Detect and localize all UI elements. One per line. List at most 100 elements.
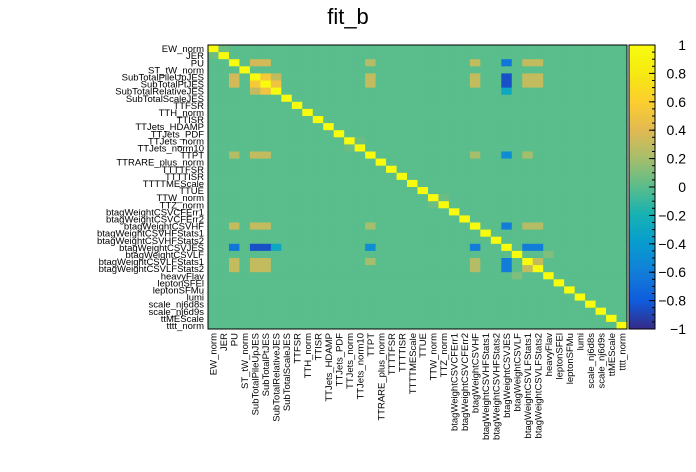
heatmap-cell [427,208,439,216]
heatmap-cell [396,179,408,188]
y-tick-label: ST_tW_norm [148,65,204,76]
heatmap-cell [585,201,596,209]
x-tick-label: btagWeightCSVHFStats1 [481,333,492,440]
heatmap-cell [532,250,544,259]
heatmap-cell [564,272,576,280]
heatmap-cell [469,307,481,316]
heatmap-cell [616,130,628,138]
heatmap-cell [532,258,544,266]
heatmap-cell [365,201,377,209]
heatmap-cell [490,293,502,301]
heatmap-cell [281,94,293,103]
x-tick-label: TTJets_norm [345,333,356,389]
heatmap-cell [386,258,397,266]
heatmap-cell [606,222,617,230]
heatmap-cell [448,258,460,266]
heatmap-cell [448,108,460,117]
heatmap-cell [396,286,408,294]
heatmap-cell [260,229,272,238]
heatmap-cell [511,66,523,74]
heatmap-cell [543,151,555,159]
heatmap-cell [249,45,261,53]
colorbar-tick-label: 0.6 [667,94,687,110]
heatmap-cell [333,66,345,74]
heatmap-cell [333,229,345,238]
heatmap-cell [365,123,377,131]
heatmap-cell [616,286,628,294]
heatmap-cell [438,293,450,301]
heatmap-cell [354,272,366,280]
heatmap-cell [218,45,230,53]
heatmap-cell [239,279,251,287]
x-tick-label: leptonSFMu [565,333,576,384]
heatmap-cell [490,236,502,245]
heatmap-cell [553,144,565,152]
heatmap-cell [417,172,429,181]
heatmap-cell [270,321,282,330]
heatmap-cell [270,66,282,74]
colorbar-swatch [629,155,655,159]
heatmap-cell [333,243,345,252]
heatmap-cell [532,187,544,195]
heatmap-cell [606,286,617,294]
heatmap-cell [480,300,492,309]
heatmap-cell [312,307,324,316]
heatmap-cell [595,208,607,216]
heatmap-cell [574,194,586,202]
heatmap-cell [208,87,219,96]
heatmap-cell [354,243,366,252]
heatmap-cell [585,272,596,280]
heatmap-cell [270,293,282,301]
heatmap-cell [543,201,555,209]
heatmap-cell [239,293,251,301]
heatmap-cell [270,130,282,138]
heatmap-cell [323,265,335,273]
heatmap-cell [208,158,219,167]
heatmap-cell [501,194,513,202]
colorbar-swatch [629,50,655,54]
heatmap-cell [291,144,303,152]
heatmap-cell [396,80,408,88]
colorbar-swatch [629,45,655,49]
heatmap-cell [365,258,377,266]
heatmap-cell [302,250,314,259]
heatmap-cell [427,314,439,323]
heatmap-cell [249,80,261,88]
heatmap-cell [606,250,617,259]
heatmap-cell [448,314,460,323]
heatmap-cell [323,130,335,138]
heatmap-cell [459,179,471,188]
heatmap-cell [564,307,576,316]
heatmap-cell [386,59,397,67]
heatmap-cell [522,179,534,188]
heatmap-cell [281,151,293,159]
heatmap-cell [427,144,439,152]
heatmap-cell [239,208,251,216]
heatmap-cell [270,236,282,245]
heatmap-cell [270,87,282,96]
heatmap-cell [302,187,314,195]
heatmap-cell [407,179,418,188]
heatmap-cell [595,272,607,280]
heatmap-cell [490,300,502,309]
heatmap-cell [396,45,408,53]
heatmap-cell [448,265,460,273]
heatmap-cell [606,151,617,159]
heatmap-cell [291,137,303,145]
heatmap-cell [386,279,397,287]
heatmap-cell [490,94,502,103]
heatmap-cell [312,87,324,96]
heatmap-cell [312,59,324,67]
heatmap-cell [281,59,293,67]
heatmap-cell [270,314,282,323]
heatmap-cell [616,321,628,330]
y-tick-labels: EW_normJERPUST_tW_normSubTotalPileUpJESS… [97,44,204,332]
y-tick-label: TTPT [180,151,204,162]
heatmap-cell [574,66,586,74]
heatmap-cell [574,258,586,266]
heatmap-cell [365,165,377,174]
heatmap-cell [480,307,492,316]
heatmap-cell [490,87,502,96]
heatmap-cell [218,80,230,88]
heatmap-cell [532,321,544,330]
